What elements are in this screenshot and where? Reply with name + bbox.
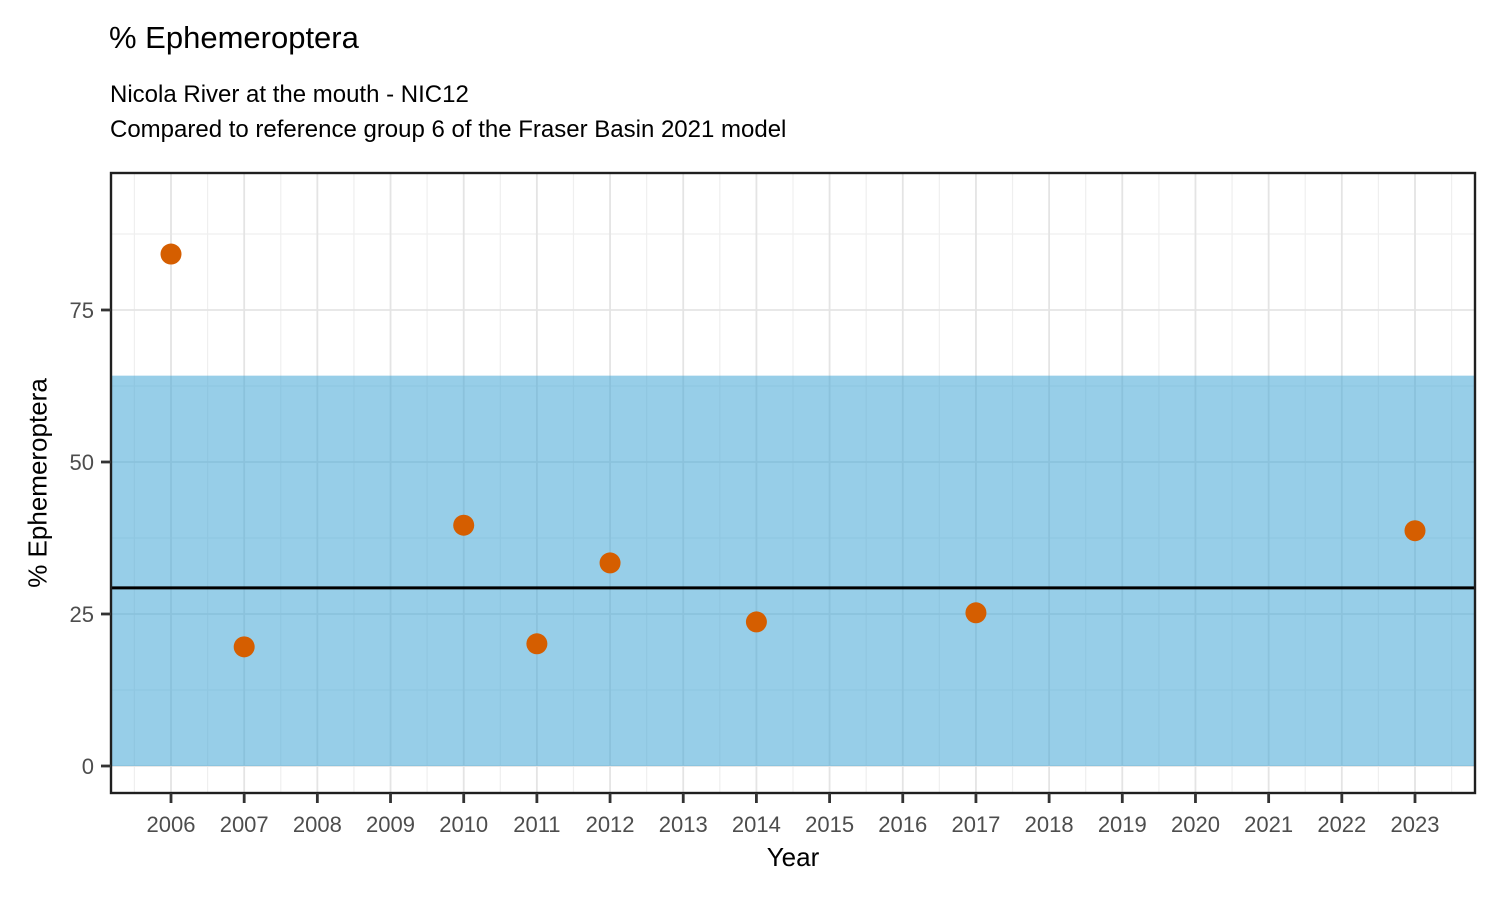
data-point — [233, 636, 255, 658]
data-point — [526, 633, 548, 655]
data-point — [965, 602, 987, 624]
chart-title: % Ephemeroptera — [109, 20, 359, 55]
data-point — [160, 243, 182, 265]
x-tick-label: 2023 — [1391, 812, 1440, 837]
y-tick-label: 75 — [70, 298, 94, 323]
data-point — [453, 514, 475, 536]
x-axis-title: Year — [766, 842, 820, 872]
x-tick-label: 2014 — [732, 812, 781, 837]
x-tick-label: 2013 — [659, 812, 708, 837]
y-axis-title: % Ephemeroptera — [22, 378, 53, 588]
x-tick-label: 2017 — [951, 812, 1000, 837]
x-tick-label: 2009 — [366, 812, 415, 837]
x-tick-label: 2021 — [1244, 812, 1293, 837]
y-tick-label: 50 — [70, 450, 94, 475]
x-tick-label: 2008 — [293, 812, 342, 837]
reference-band — [111, 375, 1475, 767]
x-tick-label: 2022 — [1317, 812, 1366, 837]
x-tick-label: 2012 — [586, 812, 635, 837]
panel-border — [109, 171, 1477, 795]
chart-subtitle-line1: Nicola River at the mouth - NIC12 — [110, 81, 469, 108]
x-tick-label: 2016 — [878, 812, 927, 837]
x-tick-label: 2019 — [1098, 812, 1147, 837]
data-point — [1404, 520, 1426, 542]
data-point — [745, 611, 767, 633]
y-tick-label: 25 — [70, 602, 94, 627]
x-tick-label: 2020 — [1171, 812, 1220, 837]
x-tick-label: 2007 — [220, 812, 269, 837]
x-tick-label: 2010 — [439, 812, 488, 837]
y-tick-label: 0 — [82, 754, 94, 779]
x-tick-label: 2015 — [805, 812, 854, 837]
x-tick-label: 2011 — [513, 812, 560, 837]
data-point — [599, 552, 621, 574]
chart-subtitle-line2: Compared to reference group 6 of the Fra… — [110, 116, 787, 143]
x-tick-label: 2018 — [1025, 812, 1074, 837]
x-tick-label: 2006 — [147, 812, 196, 837]
